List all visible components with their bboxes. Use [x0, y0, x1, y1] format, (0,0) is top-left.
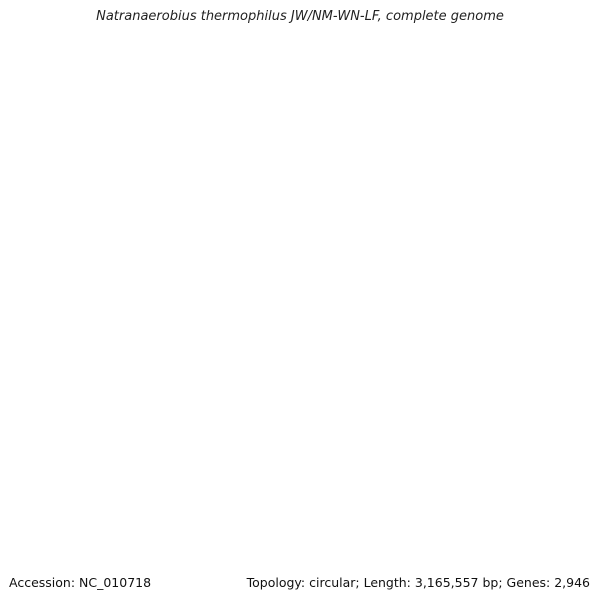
accession-label: Accession: NC_010718 [9, 575, 152, 590]
genome-summary: Topology: circular; Length: 3,165,557 bp… [246, 575, 590, 590]
map-title: Natranaerobius thermophilus JW/NM-WN-LF,… [96, 9, 504, 24]
